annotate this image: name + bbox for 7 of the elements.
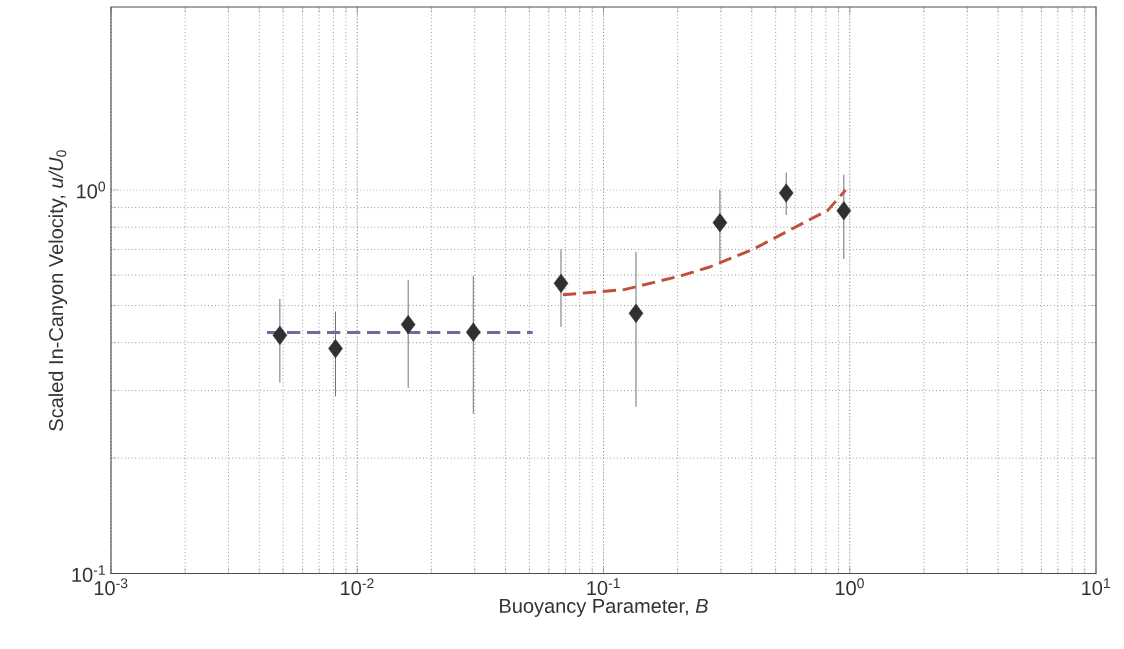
y-axis-title: Scaled In-Canyon Velocity, u/U$_{0}$ <box>48 150 68 431</box>
x-tick-label: 10$^{0}$ <box>835 578 864 596</box>
x-tick-label: 10$^{-3}$ <box>94 578 128 596</box>
x-tick-label: 10$^{-1}$ <box>587 578 620 596</box>
x-tick-label: 10$^{1}$ <box>1082 578 1110 596</box>
x-tick-label: 10$^{-2}$ <box>341 578 374 596</box>
x-axis-title: Buoyancy Parameter, B <box>500 599 708 617</box>
